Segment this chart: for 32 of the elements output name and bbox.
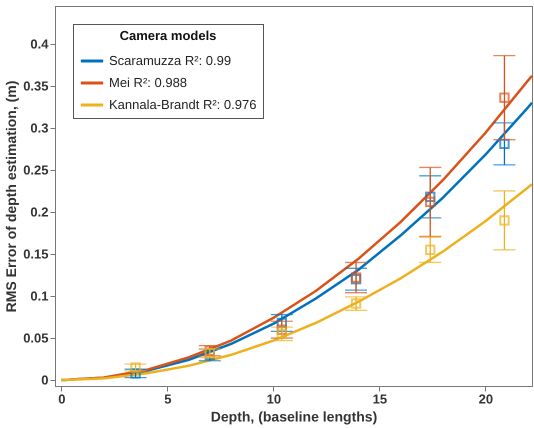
x-tick-label: 5 <box>164 392 172 406</box>
point <box>276 328 288 340</box>
point <box>130 362 141 373</box>
x-tick-label: 15 <box>372 392 388 406</box>
y-tick-label: 0.2 <box>30 204 48 220</box>
y-tick-label: 0 <box>41 372 48 388</box>
legend-label: Kannala-Brandt R²: 0.976 <box>109 97 256 112</box>
point <box>425 196 436 208</box>
y-tick-label: 0.25 <box>23 162 48 178</box>
y-tick-label: 0.35 <box>23 78 48 94</box>
point <box>425 244 436 255</box>
y-tick-label: 0.05 <box>23 330 48 346</box>
x-axis-title: Depth, (baseline lengths) <box>210 408 378 424</box>
y-tick-label: 0.15 <box>23 246 48 262</box>
y-axis-title: RMS Error of depth estimation, (m) <box>3 80 20 312</box>
point <box>276 324 288 335</box>
legend-label: Mei R²: 0.988 <box>109 75 188 90</box>
point <box>499 92 510 103</box>
point <box>130 368 141 379</box>
x-tick-label: 0 <box>58 392 66 406</box>
line-series <box>60 182 532 382</box>
legend-title: Camera models <box>120 28 216 43</box>
y-tick-label: 0.3 <box>30 120 48 136</box>
x-tick-label: 10 <box>266 392 282 406</box>
y-tick-label: 0.4 <box>30 36 50 52</box>
y-tick-label: 0.1 <box>30 288 48 304</box>
point <box>499 215 510 226</box>
x-tick-label: 20 <box>478 392 494 406</box>
point <box>499 138 510 150</box>
point <box>425 192 436 202</box>
point <box>350 298 362 309</box>
legend-label: Scaramuzza R²: 0.99 <box>109 53 232 68</box>
